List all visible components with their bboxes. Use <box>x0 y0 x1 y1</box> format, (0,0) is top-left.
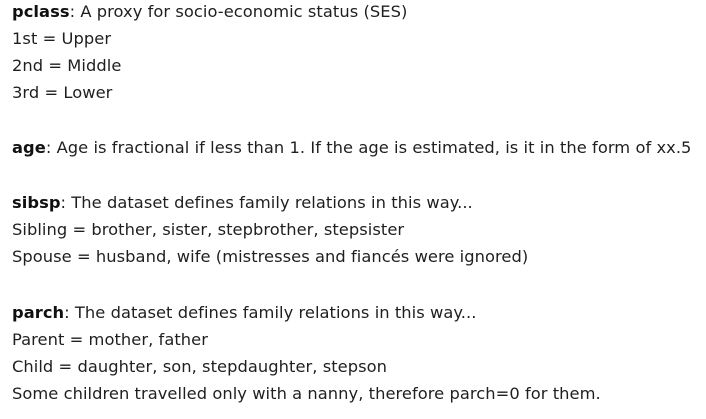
pclass-definition: pclass: A proxy for socio-economic statu… <box>12 2 407 22</box>
sibsp-definition: sibsp: The dataset defines family relati… <box>12 193 473 213</box>
pclass-value-2nd: 2nd = Middle <box>12 56 122 75</box>
sibsp-sibling-line: Sibling = brother, sister, stepbrother, … <box>12 220 405 239</box>
sibsp-definition-text: : The dataset defines family relations i… <box>60 193 473 212</box>
sibsp-term: sibsp <box>12 193 61 212</box>
pclass-definition-text: : A proxy for socio-economic status (SES… <box>69 2 408 21</box>
parch-definition-text: : The dataset defines family relations i… <box>64 303 477 322</box>
parch-term: parch <box>12 303 65 322</box>
parch-parent-line: Parent = mother, father <box>12 330 208 349</box>
age-definition-text: : Age is fractional if less than 1. If t… <box>45 138 692 157</box>
parch-definition: parch: The dataset defines family relati… <box>12 303 476 323</box>
age-term: age <box>12 138 46 157</box>
pclass-term: pclass <box>12 2 70 21</box>
parch-nanny-note: Some children travelled only with a nann… <box>12 384 601 403</box>
age-definition: age: Age is fractional if less than 1. I… <box>12 138 691 158</box>
pclass-value-1st: 1st = Upper <box>12 29 112 48</box>
pclass-value-3rd: 3rd = Lower <box>12 83 113 102</box>
sibsp-spouse-line: Spouse = husband, wife (mistresses and f… <box>12 247 529 266</box>
parch-child-line: Child = daughter, son, stepdaughter, ste… <box>12 357 388 376</box>
